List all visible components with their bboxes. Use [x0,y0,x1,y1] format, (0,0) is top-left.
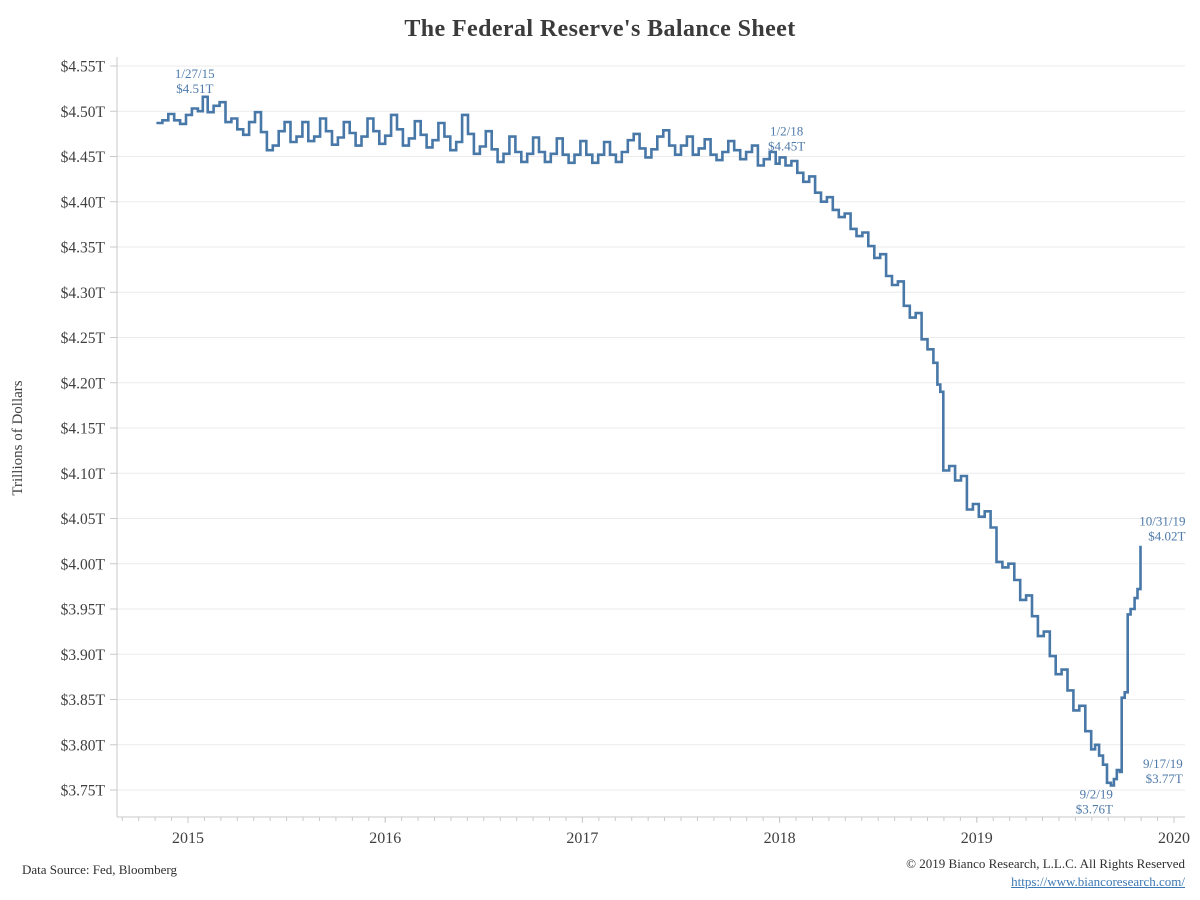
footer-right: © 2019 Bianco Research, L.L.C. All Right… [585,855,1185,891]
copyright-text: © 2019 Bianco Research, L.L.C. All Right… [906,856,1185,871]
y-tick-label: $4.10T [61,466,106,483]
x-year-label: 2018 [764,830,796,847]
chart-title: The Federal Reserve's Balance Sheet [404,16,796,42]
balance-sheet-line [156,95,1142,787]
chart-canvas: $3.75T $3.80T $3.85T $3.90T $3.95T $4.00T $4.0… [61,57,1190,847]
y-tick-label: $4.05T [61,511,106,528]
x-year-label: 2019 [961,830,993,847]
y-tick-label: $4.00T [61,556,106,573]
y-tick-label: $3.90T [61,647,106,664]
y-tick-label: $3.95T [61,602,106,619]
data-source-text: Data Source: Fed, Bloomberg [22,862,178,877]
y-tick-label: $3.85T [61,692,106,709]
annotation-value: $4.45T [768,138,805,153]
annotation-date: 1/27/15 [175,66,215,81]
y-tick-label: $4.30T [61,285,106,302]
y-tick-label: $4.20T [61,375,106,392]
annotation-date: 10/31/19 [1139,514,1185,529]
annotation-date: 9/2/19 [1080,786,1113,801]
y-tick-label: $4.40T [61,194,106,211]
research-link[interactable]: https://www.biancoresearch.com/ [1011,874,1185,889]
annotation-value: $3.76T [1076,801,1113,816]
x-year-label: 2017 [566,830,598,847]
y-tick-label: $3.75T [61,783,106,800]
y-tick-label: $4.25T [61,330,106,347]
annotation-value: $4.51T [176,81,213,96]
y-tick-label: $3.80T [61,737,106,754]
y-tick-label: $4.55T [61,59,106,76]
y-tick-label: $4.35T [61,240,106,257]
x-year-label: 2015 [172,830,204,847]
x-year-label: 2016 [369,830,401,847]
y-tick-label: $4.45T [61,149,106,166]
y-tick-label: $4.15T [61,421,106,438]
x-year-label: 2020 [1158,830,1190,847]
annotation-value: $3.77T [1146,771,1183,786]
y-tick-label: $4.50T [61,104,106,121]
annotation-date: 9/17/19 [1143,756,1183,771]
annotation-date: 1/2/18 [770,123,803,138]
annotation-value: $4.02T [1148,529,1185,544]
